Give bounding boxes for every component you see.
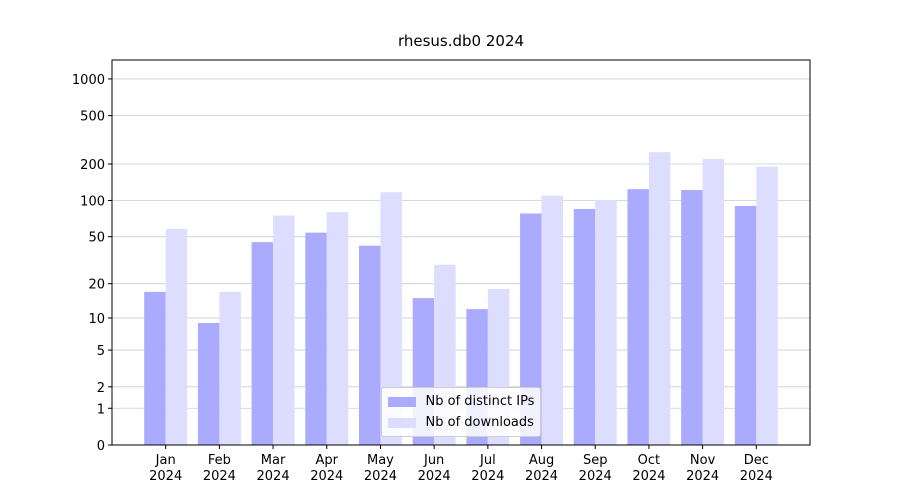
legend-item: Nb of distinct IPs [387,391,535,412]
y-tick-label: 1000 [72,73,105,88]
bar [305,232,327,445]
x-tick-label: Aug 2024 [524,453,559,484]
bar [165,228,188,445]
x-tick-label: Jan 2024 [149,453,183,484]
chart-title: rhesus.db0 2024 [398,32,524,50]
y-tick-label: 0 [97,439,105,454]
bar [595,199,617,445]
bar [273,215,295,445]
y-tick-label: 10 [88,312,105,327]
x-tick-label: Jul 2024 [471,453,505,484]
bar [648,152,671,445]
x-tick-label: Nov 2024 [686,453,720,484]
y-tick-label: 20 [88,278,105,293]
x-tick-label: Feb 2024 [202,453,236,484]
y-tick-label: 50 [88,231,105,246]
bar [627,189,649,445]
bar [756,166,778,446]
bar [326,212,349,445]
bar [197,322,220,445]
bar [358,245,381,445]
plot-frame [111,59,811,446]
bar [702,158,725,445]
y-tick-label: 100 [80,194,105,209]
bar [734,205,757,445]
legend-label: Nb of downloads [425,415,534,430]
y-tick-label: 500 [80,110,105,125]
bar [251,242,274,445]
legend-label: Nb of distinct IPs [425,394,535,409]
legend-swatch [387,417,416,428]
y-tick-label: 5 [97,344,105,359]
bar [219,291,241,445]
bar [144,291,166,445]
y-tick-label: 1 [97,402,105,417]
y-tick-label: 2 [97,381,105,396]
bar [380,192,402,445]
x-tick-label: Mar 2024 [256,453,290,484]
x-tick-label: Dec 2024 [739,453,773,484]
bar [573,208,596,445]
x-tick-label: Jun 2024 [417,453,451,484]
x-tick-label: May 2024 [363,453,397,484]
x-tick-label: Sep 2024 [578,453,612,484]
x-tick-label: Apr 2024 [310,453,344,484]
bar [541,195,564,445]
legend-item: Nb of downloads [387,412,535,433]
legend-swatch [387,396,416,407]
x-tick-label: Oct 2024 [632,453,666,484]
y-tick-label: 200 [80,158,105,173]
bar [681,190,703,445]
legend: Nb of distinct IPs Nb of downloads [380,387,542,437]
